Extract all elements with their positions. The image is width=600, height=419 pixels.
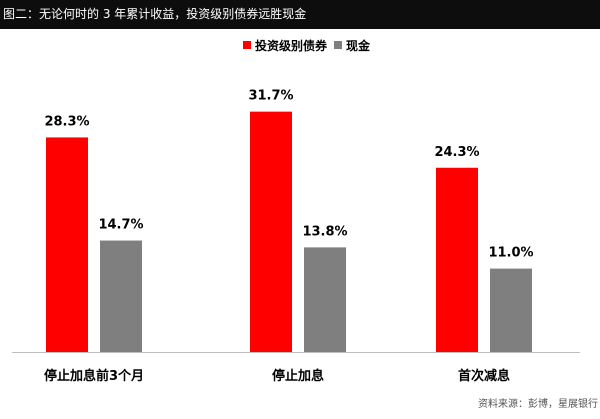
bar-cash-1 xyxy=(100,240,142,352)
legend-label-bond: 投资级别债券 xyxy=(255,38,328,53)
bar-bond-2 xyxy=(250,111,292,352)
bars xyxy=(46,111,532,352)
bar-cash-3 xyxy=(490,268,532,352)
value-label-cash-1: 14.7% xyxy=(98,218,143,233)
category-label-1: 停止加息前3个月 xyxy=(44,368,144,384)
value-labels: 28.3% 14.7% 31.7% 13.8% 24.3% 11.0% xyxy=(44,89,533,261)
bar-bond-3 xyxy=(436,167,478,352)
category-label-2: 停止加息 xyxy=(272,368,324,384)
source-note: 资料来源：彭博，星展银行 xyxy=(478,399,598,410)
legend-swatch-bond xyxy=(243,41,251,49)
chart-title: 图二：无论何时的 3 年累计收益，投资级别债券远胜现金 xyxy=(3,7,307,21)
value-label-bond-3: 24.3% xyxy=(434,145,479,160)
value-label-cash-2: 13.8% xyxy=(302,224,347,239)
category-label-3: 首次减息 xyxy=(458,368,510,384)
value-label-cash-3: 11.0% xyxy=(488,246,533,261)
bar-cash-2 xyxy=(304,247,346,352)
category-labels: 停止加息前3个月 停止加息 首次减息 xyxy=(44,368,510,384)
chart-title-bar: 图二：无论何时的 3 年累计收益，投资级别债券远胜现金 xyxy=(0,0,600,29)
value-label-bond-2: 31.7% xyxy=(248,89,293,104)
legend-label-cash: 现金 xyxy=(346,38,371,53)
legend: 投资级别债券 现金 xyxy=(243,38,371,53)
value-label-bond-1: 28.3% xyxy=(44,114,89,129)
legend-swatch-cash xyxy=(334,41,342,49)
bar-bond-1 xyxy=(46,137,88,352)
